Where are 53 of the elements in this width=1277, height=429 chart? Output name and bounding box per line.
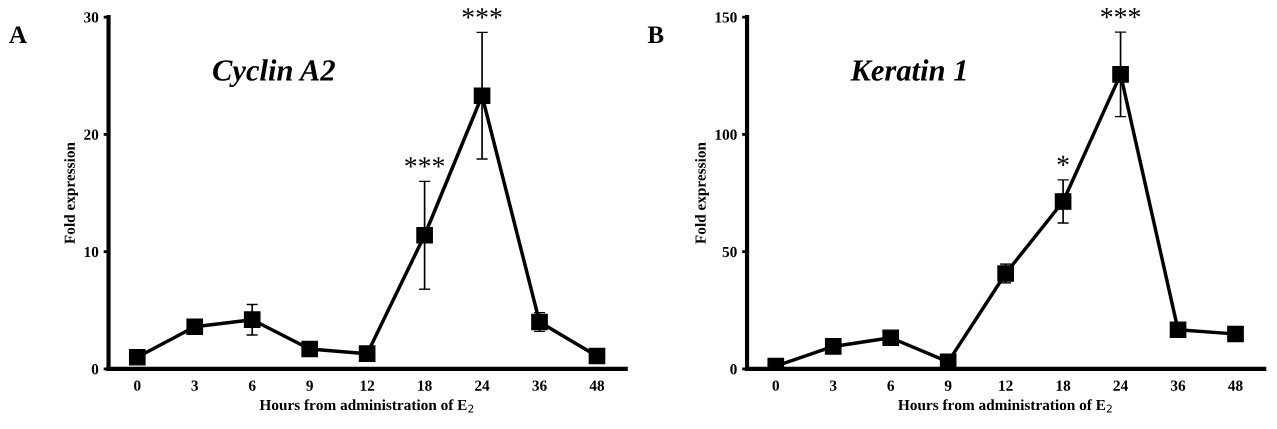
point: [1112, 66, 1129, 83]
x-tick-label: 24: [1113, 380, 1128, 391]
point: [939, 353, 957, 369]
x-axis-title: Hours from administration of E$_{2}$: [898, 399, 1112, 413]
x-tick-label: 12: [360, 380, 375, 391]
x-tick-label: 48: [1228, 380, 1243, 391]
y-tick-label: 10: [84, 246, 99, 258]
x-tick-label: 36: [1170, 380, 1186, 391]
point: [824, 338, 842, 355]
point: [1227, 325, 1244, 343]
point: [358, 345, 376, 363]
y-tick-label: 150: [715, 12, 737, 23]
x-tick-label: 3: [830, 380, 837, 391]
y-tick-label: 50: [722, 246, 737, 258]
point: [588, 347, 606, 365]
x-tick-label: 6: [248, 380, 256, 391]
annotation: ***: [462, 8, 502, 19]
text: Keratin 1: [850, 59, 966, 81]
point: [1054, 193, 1072, 210]
x-tick-label: 0: [772, 380, 780, 391]
y-tick-label: 20: [84, 129, 99, 140]
point: [473, 87, 491, 105]
text: Cyclin A2: [213, 59, 335, 88]
y-tick-label: 0: [730, 364, 737, 375]
x-tick-label: 3: [191, 380, 199, 391]
x-tick-label: 12: [999, 380, 1013, 391]
point: [128, 348, 146, 366]
x-tick-label: 6: [887, 380, 895, 391]
annotation: ***: [405, 157, 445, 168]
x-tick-label: 9: [306, 380, 313, 391]
x-tick-label: 36: [532, 380, 547, 391]
x-tick-label: 18: [418, 380, 432, 391]
y-tick-label: 30: [84, 12, 99, 23]
x-tick-label: 0: [134, 380, 141, 391]
x-axis-title: Hours from administration of E$_{2}$: [259, 399, 474, 413]
point: [243, 311, 261, 329]
point: [882, 329, 900, 347]
annotation: *: [1057, 155, 1069, 166]
x-tick-label: 48: [589, 380, 605, 391]
text: B: [647, 26, 664, 43]
x-tick-label: 18: [1056, 380, 1071, 391]
point: [186, 318, 204, 336]
annotation: ***: [1101, 8, 1141, 19]
x-tick-label: 9: [944, 380, 952, 391]
y-axis-title: Fold expression: [64, 142, 78, 244]
text: A: [9, 26, 27, 43]
y-axis-title: Fold expression: [695, 142, 709, 244]
point: [416, 226, 433, 244]
y-tick-label: 100: [715, 129, 737, 140]
y-tick-label: 0: [91, 364, 99, 375]
x-tick-label: 24: [475, 380, 490, 391]
point: [301, 340, 319, 358]
point: [1169, 321, 1187, 339]
